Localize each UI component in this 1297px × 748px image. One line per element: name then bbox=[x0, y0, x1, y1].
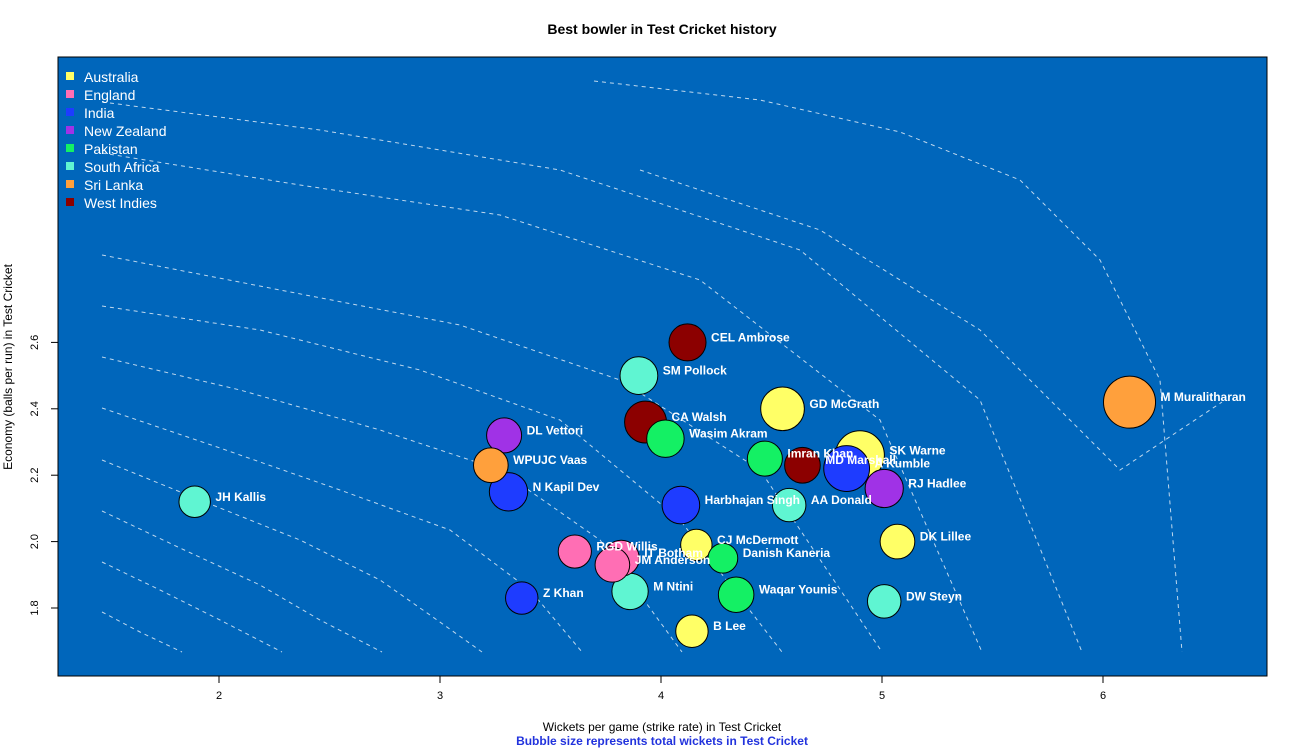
legend-label: New Zealand bbox=[84, 123, 167, 139]
bubble-label: N Kapil Dev bbox=[533, 480, 600, 494]
bubble-point bbox=[707, 542, 739, 574]
bubble-size-note: Bubble size represents total wickets in … bbox=[516, 734, 808, 748]
bubble-label: DK Lillee bbox=[920, 530, 972, 544]
legend-swatch bbox=[66, 198, 74, 206]
bubble-label: Wasim Akram bbox=[689, 427, 767, 441]
bubble-point bbox=[823, 445, 871, 492]
bubble-point bbox=[771, 487, 807, 523]
bubble-point bbox=[178, 485, 211, 518]
bubble-label: Harbhajan Singh bbox=[705, 493, 800, 507]
contour-line bbox=[101, 561, 283, 653]
x-tick-label: 3 bbox=[437, 690, 443, 702]
x-tick-label: 4 bbox=[658, 690, 664, 702]
bubble-label: M Ntini bbox=[653, 579, 693, 593]
legend-label: Sri Lanka bbox=[84, 177, 143, 193]
bubble-point bbox=[472, 447, 509, 484]
legend-label: South Africa bbox=[84, 159, 160, 175]
bubble-point bbox=[646, 419, 685, 458]
bubble-label: MD Marshall bbox=[825, 453, 896, 467]
contour-line bbox=[639, 169, 1223, 471]
bubble-label: Z Khan bbox=[543, 586, 584, 600]
bubble-point bbox=[717, 576, 755, 613]
legend-swatch bbox=[66, 162, 74, 170]
legend: Australia England India New Zealand Pakistan… bbox=[66, 69, 167, 211]
bubble-label: CJ McDermott bbox=[717, 533, 798, 547]
bubble-point bbox=[675, 614, 709, 648]
legend-label: Australia bbox=[84, 69, 139, 85]
bubble-point bbox=[746, 440, 783, 477]
bubble-point bbox=[1102, 375, 1157, 429]
bubble-point bbox=[879, 523, 916, 560]
contour-line bbox=[101, 407, 583, 653]
x-tick-label: 6 bbox=[1100, 690, 1106, 702]
legend-label: India bbox=[84, 105, 115, 121]
x-tick-label: 2 bbox=[216, 690, 222, 702]
contour-line bbox=[101, 101, 1083, 653]
bubble-point bbox=[668, 323, 707, 362]
bubble-label: M Muralitharan bbox=[1161, 390, 1246, 404]
bubble-point bbox=[760, 386, 805, 432]
legend-swatch bbox=[66, 108, 74, 116]
y-axis: 1.8 2.0 2.2 2.4 2.6 bbox=[29, 335, 58, 616]
bubble-label: DL Vettori bbox=[527, 423, 583, 437]
bubble-label: JH Kallis bbox=[215, 490, 266, 504]
bubble-label: RJ Hadlee bbox=[908, 476, 966, 490]
bubble-label: CEL Ambrose bbox=[711, 330, 790, 344]
y-axis-title: Economy (balls per run) in Test Cricket bbox=[1, 263, 15, 470]
legend-label: West Indies bbox=[84, 195, 157, 211]
bubble-label: Danish Kaneria bbox=[743, 546, 831, 560]
bubble-label: GD McGrath bbox=[809, 397, 879, 411]
legend-swatch bbox=[66, 126, 74, 134]
bubble-label: RGD Willis bbox=[596, 540, 658, 554]
bubble-point bbox=[486, 417, 523, 454]
bubble-label: JM Anderson bbox=[635, 553, 711, 567]
bubble-point bbox=[619, 356, 659, 395]
legend-swatch bbox=[66, 90, 74, 98]
x-tick-label: 5 bbox=[879, 690, 885, 702]
bubble-label-layer: CEL Ambrose SM Pollock M Muralitharan GD Mc… bbox=[215, 330, 1245, 633]
contour-line bbox=[101, 510, 383, 653]
bubble-label: DW Steyn bbox=[906, 589, 962, 603]
y-tick-label: 2.4 bbox=[29, 401, 41, 416]
legend-swatch bbox=[66, 72, 74, 80]
plot-area bbox=[57, 56, 1268, 677]
contour-line bbox=[101, 611, 183, 653]
bubble-point bbox=[864, 468, 904, 509]
legend-swatch bbox=[66, 144, 74, 152]
bubble-point bbox=[784, 446, 821, 484]
bubble-label: SM Pollock bbox=[663, 364, 727, 378]
bubble-point bbox=[557, 534, 592, 569]
bubble-point bbox=[488, 472, 529, 512]
bubble-point bbox=[680, 528, 713, 562]
y-tick-label: 1.8 bbox=[29, 600, 41, 615]
x-axis: 2 3 4 5 6 bbox=[216, 676, 1106, 702]
bubble-point bbox=[505, 581, 539, 615]
contour-line bbox=[101, 152, 983, 653]
y-tick-label: 2.0 bbox=[29, 534, 41, 549]
bubble-label: B Lee bbox=[713, 619, 746, 633]
y-tick-label: 2.6 bbox=[29, 335, 41, 350]
bubble-label: Waqar Younis bbox=[759, 583, 838, 597]
bubble-label: SK Warne bbox=[889, 443, 946, 457]
bubble-label: A Kumble bbox=[875, 457, 931, 471]
bubble-label: CA Walsh bbox=[671, 410, 726, 424]
bubble-label: Imran Khan bbox=[787, 447, 853, 461]
legend-swatch bbox=[66, 180, 74, 188]
bubble-point bbox=[594, 547, 631, 583]
chart-title: Best bowler in Test Cricket history bbox=[547, 21, 776, 37]
y-tick-label: 2.2 bbox=[29, 468, 41, 483]
legend-label: Pakistan bbox=[84, 141, 138, 157]
bubble-point bbox=[866, 584, 902, 619]
bubble-label: AA Donald bbox=[811, 493, 872, 507]
x-axis-title: Wickets per game (strike rate) in Test C… bbox=[543, 720, 782, 734]
bubble-layer bbox=[178, 323, 1157, 648]
bubble-point bbox=[661, 485, 701, 525]
bubble-label: WPUJC Vaas bbox=[513, 453, 587, 467]
bubble-label: IT Botham bbox=[644, 546, 703, 560]
legend-label: England bbox=[84, 87, 135, 103]
